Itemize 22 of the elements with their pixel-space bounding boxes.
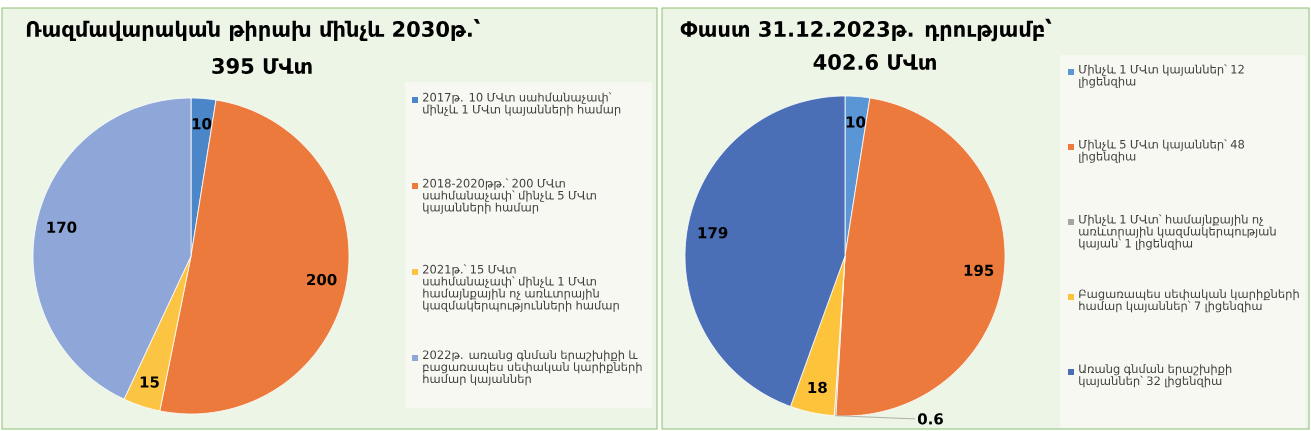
- legend-label: Մինչև 1 ՄՎտ կայաններ՝ 12 լիցենզիա: [1079, 64, 1244, 88]
- legend-label: 2017թ. 10 ՄՎտ սահմանաչափ՝ մինչև 1 ՄՎտ կայանների համար: [423, 92, 621, 116]
- data-label: 200: [307, 273, 337, 286]
- legend-label: Բացառապես սեփական կարիքների համար կայաններ՝ 7 լիցենզիա: [1079, 289, 1299, 313]
- legend-label: 2022թ. առանց գնման երաշխիքի և բացառապես սեփական կարիքների համար կայաններ: [423, 350, 642, 386]
- data-label: 10: [846, 116, 866, 128]
- data-label: 18: [808, 381, 827, 394]
- legend-label: 2021թ.՝ 15 ՄՎտ սահմանաչափ՝ մինչև 1 ՄՎտ համայնքային ոչ առևտրային կազմակերպությունների համար: [423, 264, 619, 312]
- chart-title: Ռազմավարական թիրախ մինչև 2030թ.՝: [26, 18, 480, 42]
- data-label: 195: [964, 264, 994, 277]
- data-label: 15: [140, 376, 159, 388]
- legend-label: Առանց գնման երաշխիքի կայաններ՝ 32 լիցենզիա: [1079, 364, 1232, 388]
- data-label: 10: [192, 118, 212, 130]
- data-label: 170: [47, 221, 77, 233]
- chart-subtitle: 395 ՄՎտ: [212, 58, 312, 74]
- data-label: 179: [698, 227, 728, 239]
- data-label: 0.6: [917, 413, 943, 425]
- legend-label: Մինչև 5 ՄՎտ կայաններ՝ 48 լիցենզիա: [1079, 139, 1245, 163]
- chart-title: Փաստ 31.12.2023թ. դրությամբ՝: [680, 18, 1052, 42]
- chart-subtitle: 402.6 ՄՎտ: [813, 54, 936, 70]
- legend-label: Մինչև 1 ՄՎտ՝ համայնքային ոչ առևտրային կազմակերպության կայան՝ 1 լիցենզիա: [1079, 214, 1276, 250]
- legend-label: 2018-2020թթ.՝ 200 ՄՎտ սահմանաչափ՝ մինչև 5 ՄՎտ կայանների համար: [423, 178, 596, 214]
